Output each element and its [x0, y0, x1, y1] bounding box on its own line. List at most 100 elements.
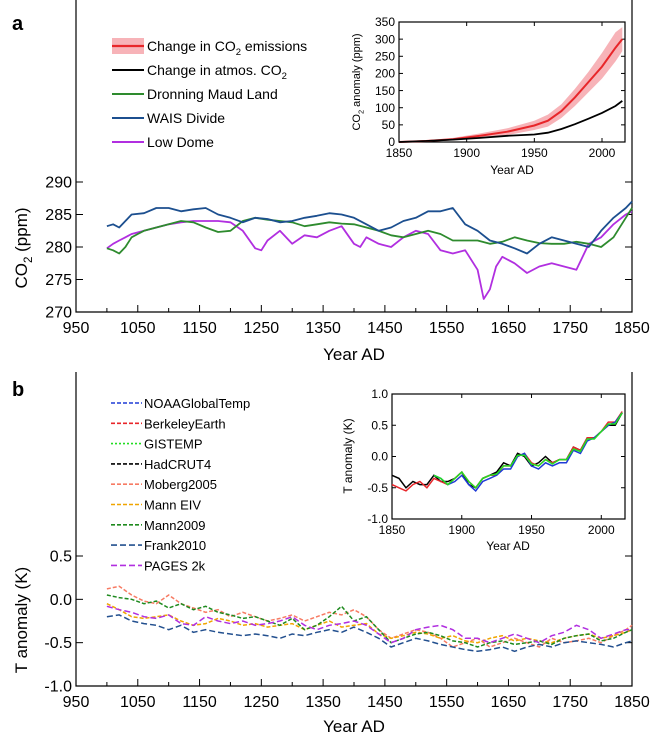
a-inset-frame — [398, 21, 626, 143]
b-main-ylabel: T anomaly (K) — [12, 567, 31, 673]
b-main-ytick-label: -0.5 — [44, 635, 72, 652]
b-inset-ytick-label: -1.0 — [367, 512, 388, 526]
a-main-xtick-label: 950 — [63, 320, 90, 337]
a-main-ylabel-main: CO — [12, 263, 31, 289]
a-main-ylabel-sub: 2 — [23, 257, 35, 263]
a-inset-ytick-label: 100 — [375, 101, 395, 115]
b-legend-label: NOAAGlobalTemp — [144, 396, 250, 411]
panel-a-legend: Change in CO2 emissions Change in atmos. … — [112, 38, 307, 150]
b-main-xtick-label: 1750 — [552, 694, 588, 711]
a-main-ytick-label: 275 — [45, 272, 72, 289]
b-inset-xtick-label: 1850 — [379, 523, 406, 537]
b-inset-ytick-label: 0.5 — [371, 418, 388, 432]
a-main-ylabel-tail: (ppm) — [12, 207, 31, 256]
b-series-pages-2k — [106, 605, 632, 644]
a-inset-emissions-band — [399, 27, 623, 143]
b-inset-xlabel: Year AD — [486, 539, 530, 553]
a-legend-label: Low Dome — [147, 134, 214, 150]
a-legend-label: Dronning Maud Land — [147, 86, 278, 102]
a-inset-ylabel-main: CO — [351, 114, 363, 131]
b-inset-series-hadcrut4 — [391, 412, 623, 489]
b-main-ytick-label: -1.0 — [44, 679, 72, 696]
a-main-ytick-label: 290 — [45, 175, 72, 192]
a-legend-label: Change in atmos. CO2 — [147, 62, 287, 82]
a-legend-label-main: Change in atmos. CO — [147, 62, 282, 78]
b-main-xtick-label: 1450 — [367, 694, 403, 711]
b-main-xtick-label: 1550 — [429, 694, 465, 711]
a-main-xtick-label: 1050 — [120, 320, 156, 337]
a-inset-atmos-line — [398, 100, 623, 143]
a-inset-xtick-label: 1950 — [521, 146, 548, 160]
b-legend-label: Mann EIV — [144, 498, 201, 513]
a-inset-ytick-label: 0 — [388, 135, 395, 149]
b-main-xtick-label: 1850 — [614, 694, 650, 711]
a-series-wais-divide — [106, 200, 633, 255]
b-inset-xtick-label: 2000 — [588, 523, 615, 537]
a-main-xlabel: Year AD — [323, 345, 385, 364]
b-main-xtick-label: 1250 — [244, 694, 280, 711]
a-inset-xtick-label: 1850 — [386, 146, 413, 160]
b-inset-xtick-label: 1900 — [448, 523, 475, 537]
b-series-mann2009 — [106, 594, 633, 648]
a-series-low-dome — [106, 210, 633, 300]
b-main-xtick-label: 1050 — [120, 694, 156, 711]
panel-b-legend: NOAAGlobalTemp BerkeleyEarth GISTEMP HadCRU… — [111, 396, 250, 573]
b-legend-label: BerkeleyEarth — [144, 416, 226, 431]
a-inset-ytick-label: 250 — [375, 49, 395, 63]
a-main-ylabel: CO2 (ppm) — [12, 207, 35, 288]
a-inset-ylabel-sub: 2 — [356, 110, 365, 114]
a-legend-label-main: Dronning Maud Land — [147, 86, 278, 102]
b-inset-series-noaaglobaltemp — [433, 412, 623, 493]
b-inset-series-gistemp — [433, 412, 623, 489]
panel-a: a 950 1050 1150 1250 1350 1450 1550 1650 1750 185… — [12, 0, 650, 364]
b-main-ytick-label: 0.5 — [50, 549, 72, 566]
a-inset-ylabel-tail: anomaly (ppm) — [351, 33, 363, 109]
b-inset-ylabel: T anomaly (K) — [341, 418, 355, 493]
b-legend-label: Moberg2005 — [144, 477, 217, 492]
a-main-xtick-label: 1150 — [182, 320, 217, 337]
panel-a-inset-plot: 1850 1900 1950 2000 0 50 100 150 200 250 300 350 Yea… — [351, 15, 626, 177]
a-main-xtick-label: 1550 — [429, 320, 465, 337]
a-inset-xtick-label: 1900 — [453, 146, 480, 160]
a-series-dronning-maud-land — [106, 207, 633, 255]
b-inset-ytick-label: -0.5 — [367, 481, 388, 495]
panel-b: b 950 1050 1150 1250 1350 1450 1550 1650 1750 185… — [12, 372, 650, 736]
a-main-ytick-label: 280 — [45, 240, 72, 257]
a-main-xtick-label: 1450 — [367, 320, 403, 337]
a-legend-label-main: Low Dome — [147, 134, 214, 150]
a-legend-label: WAIS Divide — [147, 110, 225, 126]
a-legend-label-main: Change in CO — [147, 38, 236, 54]
b-series-frank2010 — [106, 614, 633, 653]
b-inset-ytick-label: 0.0 — [371, 450, 388, 464]
b-legend-label: GISTEMP — [144, 437, 203, 452]
a-legend-label-tail: emissions — [241, 38, 307, 54]
a-inset-xtick-label: 2000 — [589, 146, 616, 160]
a-main-xtick-label: 1850 — [614, 320, 650, 337]
b-main-xtick-label: 1150 — [182, 694, 217, 711]
b-series-mann-eiv — [106, 603, 633, 644]
b-main-xtick-label: 1650 — [491, 694, 527, 711]
a-inset-ytick-label: 150 — [375, 84, 395, 98]
b-main-xlabel: Year AD — [323, 717, 385, 736]
b-main-xtick-label: 1350 — [305, 694, 341, 711]
a-main-xtick-label: 1650 — [491, 320, 527, 337]
b-series-moberg2005 — [106, 585, 633, 648]
a-legend-label-main: WAIS Divide — [147, 110, 225, 126]
panel-b-inset-plot: 1850 1900 1950 2000 -1.0 -0.5 0.0 0.5 1.0 Year AD… — [341, 387, 626, 553]
panel-a-main-plot: 950 1050 1150 1250 1350 1450 1550 1650 1750 1850 2… — [12, 0, 650, 364]
a-main-xtick-label: 1250 — [244, 320, 280, 337]
a-inset-ytick-label: 50 — [382, 118, 396, 132]
panel-b-main-plot: 950 1050 1150 1250 1350 1450 1550 1650 1750 1850-… — [12, 372, 650, 736]
b-inset-xtick-label: 1950 — [518, 523, 545, 537]
b-inset-ytick-label: 1.0 — [371, 387, 388, 401]
a-main-ytick-label: 270 — [45, 305, 72, 322]
b-legend-label: Mann2009 — [144, 518, 205, 533]
b-legend-label: Frank2010 — [144, 538, 206, 553]
a-legend-label-sub: 2 — [236, 47, 241, 58]
b-legend-label: PAGES 2k — [144, 558, 206, 573]
a-inset-ylabel: CO2 anomaly (ppm) — [351, 33, 365, 130]
a-main-xtick-label: 1350 — [305, 320, 341, 337]
a-inset-ytick-label: 200 — [375, 67, 395, 81]
a-inset-xlabel: Year AD — [490, 163, 534, 177]
